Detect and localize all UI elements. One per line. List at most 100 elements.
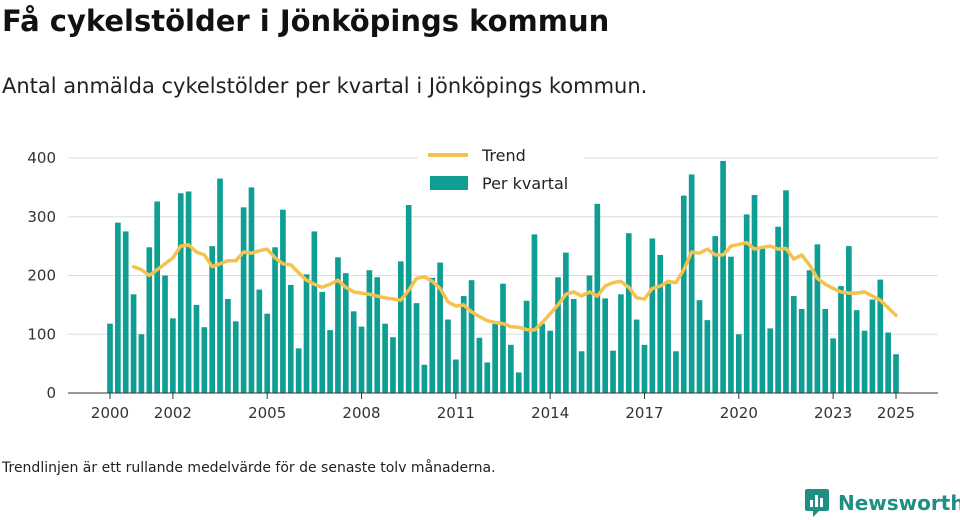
bar bbox=[476, 337, 483, 393]
bar bbox=[453, 359, 459, 393]
x-tick-label: 2000 bbox=[91, 404, 129, 422]
bar bbox=[366, 270, 373, 393]
legend: Trend Per kvartal bbox=[418, 142, 584, 198]
legend-bar-swatch bbox=[430, 176, 468, 190]
bar bbox=[130, 294, 137, 393]
bar bbox=[586, 275, 593, 393]
bar bbox=[280, 209, 286, 393]
bar bbox=[421, 364, 428, 393]
y-tick-label: 200 bbox=[27, 267, 56, 285]
bar bbox=[358, 326, 365, 393]
bar bbox=[775, 226, 781, 393]
x-tick-label: 2025 bbox=[877, 404, 915, 422]
bar bbox=[397, 261, 404, 393]
bar bbox=[492, 322, 498, 393]
bar bbox=[193, 304, 200, 394]
trend-line bbox=[131, 240, 898, 332]
bar bbox=[429, 277, 436, 393]
page-title: Få cykelstölder i Jönköpings kommun bbox=[2, 4, 610, 38]
bar bbox=[657, 254, 664, 393]
x-tick-label: 2023 bbox=[814, 404, 852, 422]
bar bbox=[342, 273, 349, 393]
bar bbox=[555, 277, 561, 393]
bar bbox=[382, 323, 388, 393]
bar bbox=[735, 334, 742, 393]
brand-logo: Newsworthy bbox=[804, 488, 960, 518]
bar bbox=[539, 323, 546, 393]
bar bbox=[248, 187, 255, 394]
bar bbox=[146, 247, 153, 393]
bar bbox=[633, 319, 640, 393]
bar bbox=[806, 270, 813, 393]
x-tick-label: 2008 bbox=[342, 404, 380, 422]
bar bbox=[547, 330, 553, 393]
x-axis: 2000 2002 2005 2008 2011 2014 2017 2020 2023 2025 bbox=[68, 392, 938, 422]
bar bbox=[680, 195, 687, 393]
bar bbox=[350, 311, 357, 393]
bar bbox=[767, 328, 774, 394]
bar bbox=[869, 299, 876, 393]
bar bbox=[814, 244, 821, 393]
bar bbox=[256, 289, 263, 393]
x-tick-label: 2014 bbox=[531, 404, 569, 422]
bar bbox=[303, 274, 310, 393]
bar bbox=[154, 201, 160, 393]
bar bbox=[531, 234, 538, 394]
y-tick-label: 400 bbox=[27, 149, 56, 167]
bar bbox=[335, 257, 341, 393]
bar bbox=[696, 300, 703, 393]
bar bbox=[374, 277, 381, 393]
bar bbox=[437, 262, 443, 393]
bar bbox=[759, 247, 766, 393]
footnote: Trendlinjen är ett rullande medelvärde f… bbox=[2, 460, 496, 476]
x-tick-label: 2011 bbox=[437, 404, 475, 422]
bar bbox=[508, 344, 514, 393]
bar bbox=[877, 279, 884, 393]
x-tick-label: 2020 bbox=[720, 404, 758, 422]
bar bbox=[209, 246, 216, 394]
bar bbox=[704, 320, 711, 393]
bar bbox=[853, 310, 860, 393]
bar bbox=[838, 286, 844, 393]
bar bbox=[846, 246, 852, 394]
bar bbox=[185, 191, 192, 393]
bar bbox=[217, 178, 223, 393]
y-tick-label: 300 bbox=[27, 208, 56, 226]
bar bbox=[162, 275, 168, 393]
x-tick-label: 2002 bbox=[154, 404, 192, 422]
x-tick-label: 2017 bbox=[625, 404, 663, 422]
bar bbox=[893, 354, 899, 393]
bar bbox=[790, 296, 797, 393]
bar bbox=[311, 231, 318, 393]
brand-name: Newsworthy bbox=[838, 491, 960, 515]
bar bbox=[445, 319, 451, 393]
bar bbox=[390, 337, 396, 393]
bar bbox=[610, 350, 616, 393]
bar bbox=[295, 348, 302, 393]
bar bbox=[728, 256, 734, 393]
bar bbox=[240, 207, 247, 393]
bar bbox=[743, 214, 750, 393]
bar bbox=[751, 195, 758, 393]
bar bbox=[484, 362, 491, 393]
legend-trend-label: Trend bbox=[481, 146, 526, 165]
bar bbox=[225, 299, 231, 393]
bar bbox=[272, 247, 278, 393]
bar bbox=[468, 280, 475, 393]
bar bbox=[413, 303, 420, 393]
bar bbox=[861, 330, 868, 393]
bar bbox=[712, 236, 719, 393]
bar bbox=[170, 318, 176, 393]
bar bbox=[563, 252, 569, 393]
x-tick-label: 2005 bbox=[248, 404, 286, 422]
y-tick-label: 100 bbox=[27, 325, 56, 343]
bar bbox=[115, 222, 121, 394]
bar bbox=[618, 294, 624, 393]
bar bbox=[625, 233, 632, 393]
bar bbox=[515, 372, 522, 393]
bar bbox=[783, 190, 789, 393]
bar bbox=[798, 308, 805, 393]
bar bbox=[641, 344, 648, 393]
bar bbox=[720, 160, 726, 393]
bar bbox=[523, 300, 530, 393]
